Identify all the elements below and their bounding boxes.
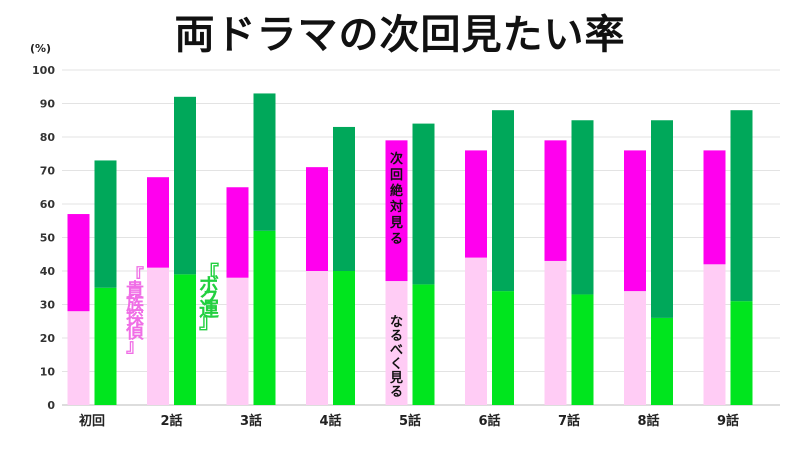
bar-segment	[465, 150, 487, 258]
annotation-char: 回	[390, 168, 403, 183]
x-tick-label: 初回	[79, 413, 105, 429]
x-tick-label: 4話	[319, 413, 341, 429]
annotation-char: く	[390, 357, 403, 372]
annotation-char: 』	[126, 336, 144, 357]
bar-segment	[412, 284, 435, 405]
bar-segment	[624, 150, 646, 292]
annotation-char: べ	[390, 343, 403, 358]
y-tick-label: 100	[32, 64, 55, 77]
annotation-char: る	[390, 232, 403, 247]
bar-segment	[730, 301, 753, 405]
chart-title: 両ドラマの次回見たい率	[174, 12, 626, 58]
x-tick-label: 6話	[478, 413, 500, 429]
bar-segment	[226, 187, 249, 278]
bar-segment	[730, 110, 753, 302]
bar-segment	[385, 281, 408, 405]
annotation-char: ボ	[199, 273, 219, 297]
x-tick-label: 3話	[240, 413, 262, 429]
annotation-char: ク	[199, 285, 219, 309]
bar-segment	[651, 120, 673, 318]
annotation-char: 偵	[125, 321, 144, 343]
y-tick-label: 70	[40, 165, 56, 178]
annotation-char: 』	[199, 309, 219, 333]
y-axis-ticks: 0 10 20 30 40 50 60 70 80 90 100	[32, 64, 55, 412]
bar-segment	[703, 150, 726, 265]
y-tick-label: 50	[40, 232, 56, 245]
x-tick-label: 9話	[717, 413, 739, 429]
bar-segment	[94, 160, 117, 288]
bar-segment	[492, 291, 514, 405]
x-axis-labels: 初回 2話 3話 4話 5話 6話 7話 8話 9話	[79, 413, 739, 429]
bar-segment	[67, 214, 90, 312]
annotation-char: る	[390, 329, 403, 344]
y-tick-label: 30	[40, 299, 56, 312]
x-tick-label: 5話	[399, 413, 421, 429]
annotation-char: 絶	[389, 183, 403, 199]
annotation-char: 見	[389, 371, 403, 386]
annotation-char: 見	[389, 216, 403, 231]
bar-segment	[624, 291, 646, 405]
bar-segment	[174, 274, 196, 405]
bar-segment	[147, 177, 169, 268]
y-tick-label: 60	[40, 198, 56, 211]
y-tick-label: 80	[40, 131, 56, 144]
bar-segment	[544, 260, 567, 405]
annotation-char: る	[390, 385, 403, 400]
bar-segment	[226, 277, 249, 405]
annotation-char: 次	[390, 151, 403, 167]
annotation-series-b: 『ボク運』	[199, 261, 219, 333]
bar-segment	[306, 167, 328, 271]
bar-segment	[333, 126, 355, 271]
y-tick-label: 90	[40, 98, 56, 111]
x-tick-label: 8話	[637, 413, 659, 429]
bar-segment	[544, 140, 567, 261]
y-tick-label: 0	[47, 399, 55, 412]
bar-segment	[147, 267, 169, 405]
y-tick-label: 10	[40, 366, 56, 379]
annotation-char: 『	[199, 261, 219, 285]
bar-segment	[67, 311, 90, 405]
y-tick-label: 20	[40, 332, 56, 345]
bar-segment	[571, 120, 594, 295]
bar-segment	[333, 271, 355, 405]
bar-segment	[253, 93, 276, 231]
bar-segment	[703, 264, 726, 405]
bar-segment	[174, 96, 196, 275]
x-tick-label: 2話	[160, 413, 182, 429]
bar-segment	[492, 110, 514, 292]
bar-segment	[306, 271, 328, 405]
x-tick-label: 7話	[558, 413, 580, 429]
bars	[67, 93, 753, 405]
annotation-char: 族	[126, 293, 145, 315]
annotation-char: 『	[126, 265, 144, 287]
bar-segment	[412, 123, 435, 285]
annotation-char: 運	[199, 297, 219, 321]
annotation-char: 貴	[126, 279, 144, 301]
bar-segment	[651, 317, 673, 405]
bar-segment	[385, 140, 408, 282]
bar-segment	[465, 257, 487, 405]
bar-segment	[94, 287, 117, 405]
annotation-char: な	[390, 315, 403, 330]
bar-segment	[253, 230, 276, 405]
y-tick-label: 40	[40, 265, 56, 278]
bar-segment	[571, 294, 594, 405]
y-axis-unit-label: (%)	[30, 42, 52, 55]
annotation-char: 対	[389, 199, 403, 215]
annotation-char: 探	[126, 307, 145, 329]
